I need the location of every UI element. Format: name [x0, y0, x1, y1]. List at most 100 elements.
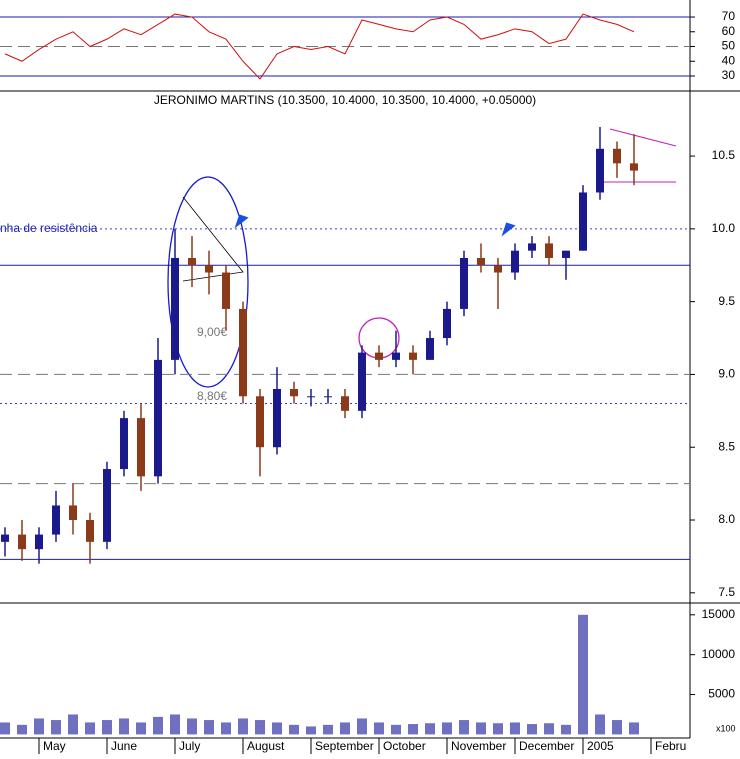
candle-body [35, 534, 43, 550]
volume-bar [442, 722, 452, 735]
volume-bar [357, 718, 367, 735]
volume-bar [595, 714, 605, 735]
volume-bar [493, 723, 503, 735]
y-tick-label: 9.5 [718, 294, 735, 308]
candle-body [1, 534, 9, 542]
volume-bar [289, 724, 299, 735]
candle-body [120, 418, 128, 470]
y-tick-label: 10.0 [712, 221, 736, 235]
volume-bar [51, 720, 61, 735]
candle-body [290, 388, 298, 397]
volume-bar [85, 722, 95, 735]
y-tick-label: 15000 [702, 607, 736, 621]
candle-body [545, 243, 553, 258]
y-tick-label: 50 [722, 39, 736, 53]
volume-bar [187, 718, 197, 735]
candle-body [69, 505, 77, 521]
candle-body [103, 469, 111, 542]
volume-bar [136, 722, 146, 735]
volume-bar [374, 722, 384, 735]
x-tick-label: October [383, 739, 426, 753]
y-tick-label: 10000 [702, 647, 736, 661]
y-tick-label: 8.0 [718, 512, 735, 526]
unit-label: x100 [716, 723, 736, 733]
candle-body [171, 257, 179, 360]
candle-body [613, 148, 621, 164]
candle-body [52, 505, 60, 535]
volume-bar [119, 718, 129, 735]
candle-body [494, 265, 502, 273]
candle-body [222, 272, 230, 309]
volume-bar [459, 720, 469, 735]
candle-body [307, 396, 315, 398]
y-tick-label: 7.5 [718, 585, 735, 599]
candle-body [460, 257, 468, 309]
candle-body [392, 352, 400, 360]
y-tick-label: 5000 [708, 687, 735, 701]
volume-bar [323, 724, 333, 735]
chart-title: JERONIMO MARTINS (10.3500, 10.4000, 10.3… [154, 93, 536, 107]
volume-bar [68, 714, 78, 735]
x-tick-label: August [247, 739, 285, 753]
y-tick-label: 60 [722, 24, 736, 38]
candle-body [528, 243, 536, 251]
volume-bar [102, 720, 112, 735]
y-tick-label: 70 [722, 9, 736, 23]
x-tick-label: July [179, 739, 200, 753]
candle-body [562, 250, 570, 258]
volume-bar [238, 718, 248, 735]
volume-bar [170, 714, 180, 735]
candle-body [154, 359, 162, 477]
volume-bar [612, 720, 622, 735]
candle-body [358, 352, 366, 411]
rsi-line [4, 13, 635, 80]
volume-bar [510, 722, 520, 735]
candle-body [205, 265, 213, 273]
annotation: 9,00€ [197, 325, 227, 339]
volume-bar [306, 726, 316, 735]
annotation: 8,80€ [197, 389, 227, 403]
candle-body [18, 534, 26, 550]
candle-body [375, 352, 383, 360]
y-tick-label: 8.5 [718, 439, 735, 453]
volume-bar [408, 724, 418, 735]
candle-body [188, 257, 196, 266]
volume-bar [391, 724, 401, 735]
candle-body [324, 396, 332, 398]
volume-bar [34, 718, 44, 735]
candle-body [426, 338, 434, 360]
volume-bar [629, 722, 639, 735]
volume-bar [0, 722, 10, 735]
x-tick-label: 2005 [587, 739, 614, 753]
candle-body [443, 308, 451, 339]
x-tick-label: June [111, 739, 137, 753]
candle-body [341, 396, 349, 411]
candle-body [596, 148, 604, 193]
x-tick-label: September [315, 739, 374, 753]
highlight-ellipse [167, 176, 249, 388]
arrow [234, 214, 249, 229]
annotation: nha de resistência [0, 221, 98, 235]
volume-bar [578, 614, 588, 735]
volume-bar [425, 723, 435, 735]
volume-bar [272, 722, 282, 735]
volume-bar [476, 722, 486, 735]
pattern-line [609, 128, 677, 147]
pattern-line [182, 196, 244, 282]
y-tick-label: 9.0 [718, 367, 735, 381]
volume-bar [527, 724, 537, 735]
y-tick-label: 10.5 [712, 148, 736, 162]
candle-body [579, 192, 587, 251]
candle-body [630, 163, 638, 171]
candle-body [477, 257, 485, 266]
x-tick-label: Febru [655, 739, 686, 753]
volume-bar [255, 720, 265, 735]
candle-body [86, 520, 94, 542]
candle-body [409, 352, 417, 360]
volume-bar [204, 720, 214, 735]
volume-bar [544, 723, 554, 735]
y-tick-label: 30 [722, 68, 736, 82]
volume-bar [17, 724, 27, 735]
